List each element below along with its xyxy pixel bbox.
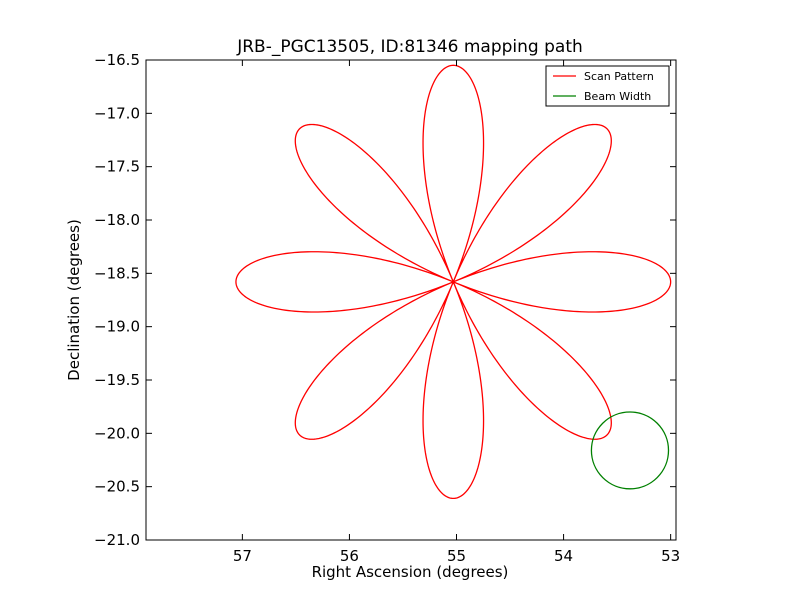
x-tick-label: 54 (554, 547, 573, 565)
x-tick-label: 57 (233, 547, 252, 565)
plot-area: 57 56 55 54 53 −16.5 −17.0 −17.5 −18.0 −18.5 −19.… (94, 51, 680, 565)
y-tick-label: −19.0 (94, 318, 140, 336)
y-tick-label: −17.5 (94, 158, 140, 176)
legend-frame (545, 65, 670, 107)
x-tick-label: 56 (340, 547, 359, 565)
series-line-beam-width (590, 411, 670, 490)
y-tick-label: −20.0 (94, 424, 140, 442)
series-layer (235, 64, 672, 500)
y-axis-label: Declination (degrees) (65, 219, 83, 381)
y-tick-label: −17.0 (94, 104, 140, 122)
series-line-scan-pattern (235, 64, 672, 500)
y-tick-label: −19.5 (94, 371, 140, 389)
y-tick-label: −21.0 (94, 531, 140, 549)
legend-label-scan-pattern: Scan Pattern (584, 70, 654, 83)
x-ticks: 57 56 55 54 53 (233, 60, 680, 565)
y-tick-label: −18.5 (94, 264, 140, 282)
legend: Scan Pattern Beam Width (545, 65, 670, 107)
x-tick-label: 55 (447, 547, 466, 565)
x-tick-label: 53 (661, 547, 680, 565)
chart-title: JRB-_PGC13505, ID:81346 mapping path (236, 37, 583, 57)
y-tick-label: −16.5 (94, 51, 140, 69)
y-ticks: −16.5 −17.0 −17.5 −18.0 −18.5 −19.0 −19.5 −20.0… (94, 51, 676, 549)
x-axis-label: Right Ascension (degrees) (312, 563, 509, 581)
axes-frame (145, 59, 677, 541)
axes-background (146, 60, 676, 540)
legend-label-beam-width: Beam Width (584, 90, 651, 103)
y-tick-label: −20.5 (94, 478, 140, 496)
y-tick-label: −18.0 (94, 211, 140, 229)
